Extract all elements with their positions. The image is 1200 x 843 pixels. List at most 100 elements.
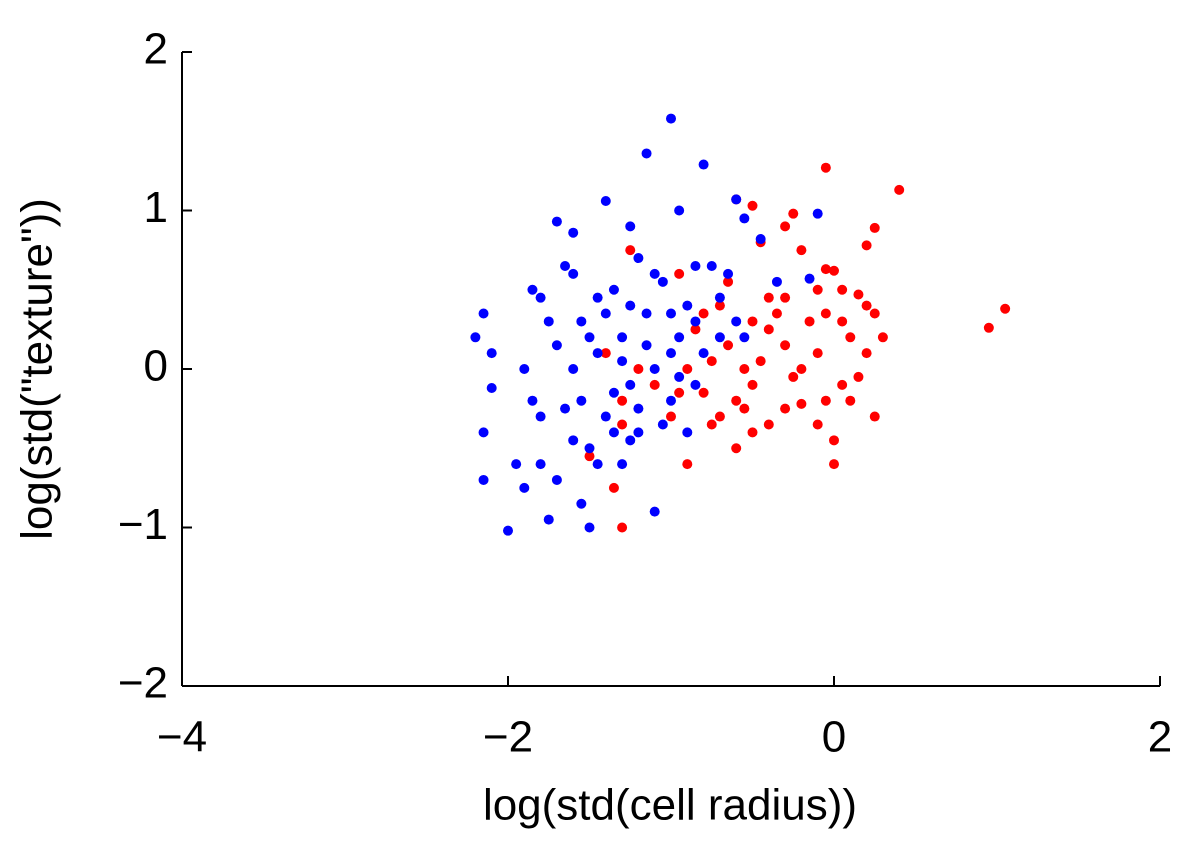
point: [470, 332, 481, 343]
point: [837, 284, 848, 295]
point: [788, 371, 799, 382]
point: [747, 316, 758, 327]
point: [796, 364, 807, 374]
x-axis-label: log(std(cell radius)): [483, 781, 857, 830]
point: [519, 482, 530, 493]
point: [600, 348, 611, 359]
point: [608, 387, 619, 398]
point: [600, 195, 611, 206]
y-tick-label: 0: [144, 342, 168, 391]
y-tick-label: −1: [118, 500, 168, 549]
point: [747, 427, 758, 438]
point: [568, 227, 579, 238]
point: [747, 200, 758, 211]
point: [576, 316, 587, 327]
point: [804, 273, 815, 284]
point: [771, 308, 782, 319]
point: [820, 264, 831, 275]
point: [682, 427, 693, 438]
point: [780, 221, 791, 232]
point: [804, 316, 815, 327]
point: [568, 435, 579, 446]
point: [633, 364, 644, 374]
y-tick-label: 1: [144, 183, 168, 232]
point: [584, 332, 595, 343]
x-tick-label: −2: [483, 713, 533, 762]
point: [617, 522, 628, 533]
point: [527, 395, 538, 406]
point: [755, 234, 766, 245]
point: [869, 222, 880, 233]
point: [641, 308, 652, 319]
point: [796, 245, 807, 256]
point: [812, 284, 823, 295]
point: [690, 316, 701, 327]
point: [560, 260, 571, 271]
point: [666, 113, 676, 124]
point: [796, 398, 807, 409]
point: [649, 364, 660, 374]
point: [820, 308, 831, 319]
point: [780, 403, 791, 414]
point: [869, 308, 880, 319]
point: [633, 427, 644, 438]
point: [625, 379, 636, 390]
point: [812, 419, 823, 430]
point: [666, 411, 676, 422]
point: [478, 308, 489, 319]
point: [698, 387, 709, 398]
point: [568, 268, 579, 279]
point: [698, 159, 709, 170]
x-tick-label: 0: [822, 713, 846, 762]
point: [706, 356, 717, 367]
point: [486, 383, 497, 394]
point: [649, 506, 660, 517]
point: [666, 395, 676, 406]
point: [812, 208, 823, 219]
point: [714, 411, 725, 422]
point: [780, 292, 791, 303]
point: [527, 284, 538, 295]
point: [551, 474, 562, 485]
point: [837, 379, 848, 390]
point: [739, 364, 750, 374]
point: [674, 387, 685, 398]
point: [600, 308, 611, 319]
point: [820, 395, 831, 406]
point: [714, 300, 725, 311]
point: [853, 289, 864, 300]
point: [600, 411, 611, 422]
point: [617, 459, 628, 470]
point: [560, 403, 571, 414]
point: [478, 427, 489, 438]
point: [739, 403, 750, 414]
point: [617, 419, 628, 430]
point: [649, 268, 660, 279]
point: [780, 340, 791, 351]
point: [1000, 303, 1011, 314]
point: [657, 419, 668, 430]
point: [633, 253, 644, 264]
point: [608, 284, 619, 295]
point: [617, 356, 628, 367]
point: [478, 474, 489, 485]
point: [551, 340, 562, 351]
point: [608, 482, 619, 493]
point: [641, 340, 652, 351]
point: [576, 498, 587, 509]
point: [625, 300, 636, 311]
point: [829, 265, 839, 276]
point: [625, 221, 636, 232]
point: [592, 348, 603, 359]
point: [682, 300, 693, 311]
point: [731, 395, 742, 406]
point: [853, 371, 864, 382]
point: [592, 292, 603, 303]
point: [551, 216, 562, 227]
y-axis-label: log(std("texture")): [13, 198, 62, 540]
point: [543, 514, 554, 525]
point: [829, 459, 839, 470]
point: [698, 308, 709, 319]
point: [576, 395, 587, 406]
